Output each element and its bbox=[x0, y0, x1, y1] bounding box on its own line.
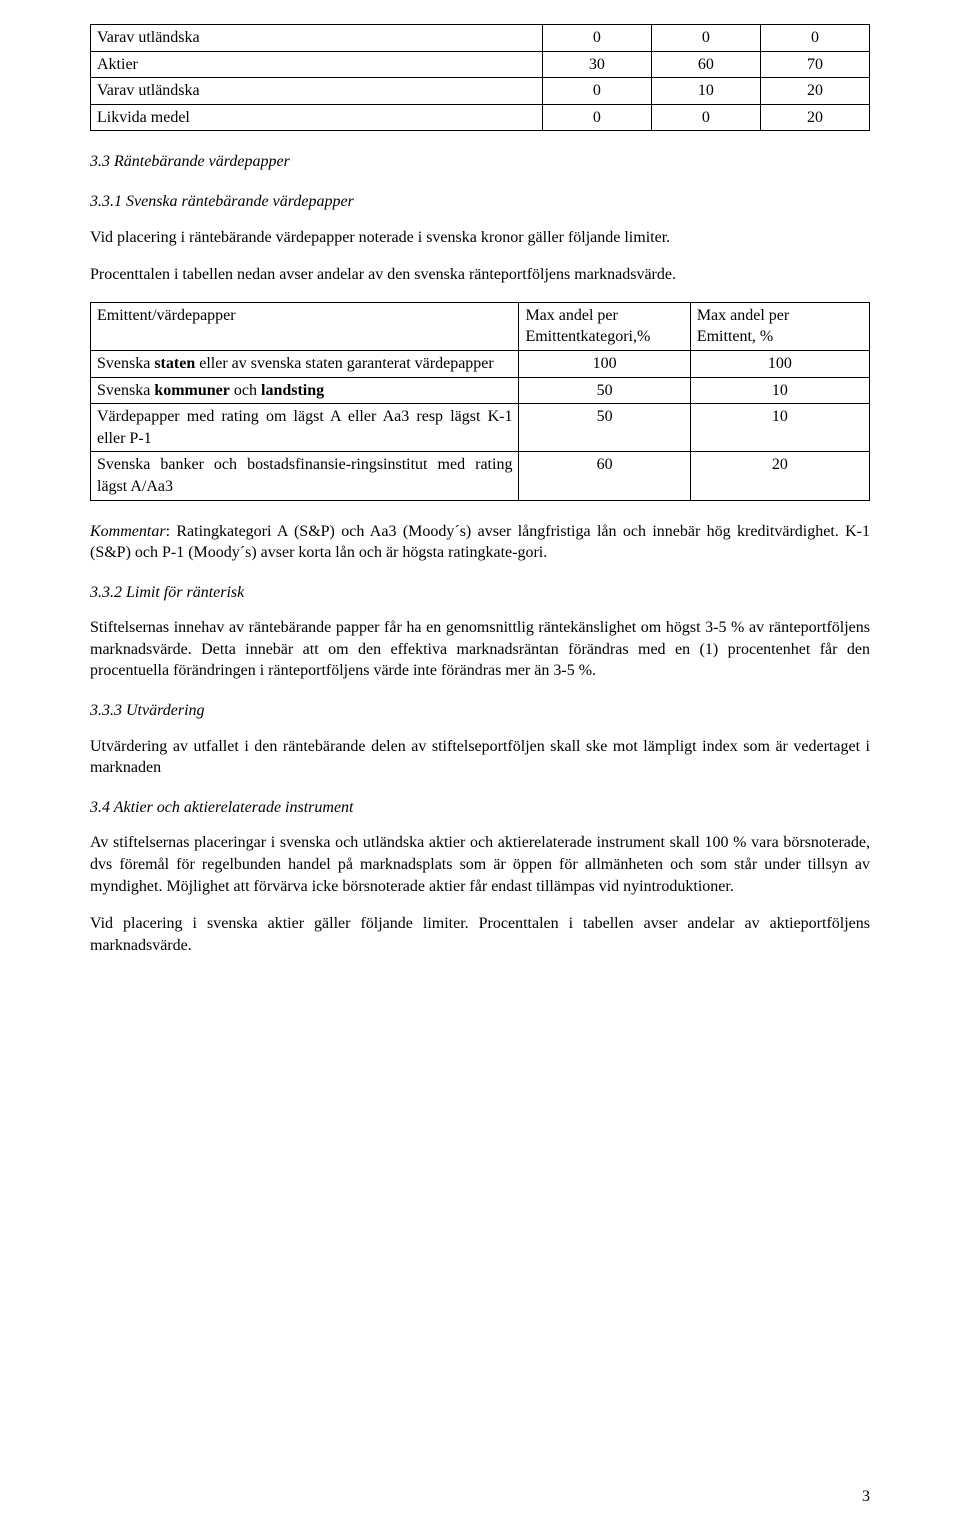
heading-3-3-2: 3.3.2 Limit för ränterisk bbox=[90, 582, 870, 604]
table-row: Svenska banker och bostadsfinansie-rings… bbox=[91, 452, 870, 500]
table-head-row: Emittent/värdepapper Max andel per Emitt… bbox=[91, 302, 870, 350]
paragraph: Av stiftelsernas placeringar i svenska o… bbox=[90, 832, 870, 897]
cell-value: 50 bbox=[519, 377, 690, 404]
table-row: Aktier 30 60 70 bbox=[91, 51, 870, 78]
paragraph: Procenttalen i tabellen nedan avser ande… bbox=[90, 264, 870, 286]
header-line1: Max andel per bbox=[697, 307, 789, 324]
cell-value: 10 bbox=[690, 377, 869, 404]
cell-label: Varav utländska bbox=[91, 25, 543, 52]
table-row: Svenska staten eller av svenska staten g… bbox=[91, 350, 870, 377]
text: eller av svenska staten garanterat värde… bbox=[195, 355, 494, 372]
table-row: Likvida medel 0 0 20 bbox=[91, 104, 870, 131]
cell-value: 60 bbox=[651, 51, 760, 78]
heading-3-4: 3.4 Aktier och aktierelaterade instrumen… bbox=[90, 797, 870, 819]
paragraph-comment: Kommentar: Ratingkategori A (S&P) och Aa… bbox=[90, 521, 870, 564]
cell-label: Svenska staten eller av svenska staten g… bbox=[91, 350, 519, 377]
cell-value: 0 bbox=[542, 25, 651, 52]
paragraph: Utvärdering av utfallet i den räntebäran… bbox=[90, 736, 870, 779]
allocation-table: Varav utländska 0 0 0 Aktier 30 60 70 Va… bbox=[90, 24, 870, 131]
header-line2: Emittent, % bbox=[697, 328, 773, 345]
paragraph: Stiftelsernas innehav av räntebärande pa… bbox=[90, 617, 870, 682]
bold-text: staten bbox=[154, 355, 195, 372]
cell-label: Värdepapper med rating om lägst A eller … bbox=[91, 404, 519, 452]
comment-rest: : Ratingkategori A (S&P) och Aa3 (Moody´… bbox=[90, 523, 870, 562]
cell-label: Svenska banker och bostadsfinansie-rings… bbox=[91, 452, 519, 500]
header-line2: Emittentkategori,% bbox=[525, 328, 650, 345]
table-row: Varav utländska 0 10 20 bbox=[91, 78, 870, 105]
cell-value: 60 bbox=[519, 452, 690, 500]
bold-text: kommuner bbox=[154, 382, 230, 399]
cell-value: 70 bbox=[760, 51, 869, 78]
cell-label: Varav utländska bbox=[91, 78, 543, 105]
cell-value: 0 bbox=[651, 104, 760, 131]
cell-value: 30 bbox=[542, 51, 651, 78]
heading-3-3-1: 3.3.1 Svenska räntebärande värdepapper bbox=[90, 191, 870, 213]
bold-text: landsting bbox=[261, 382, 324, 399]
paragraph: Vid placering i svenska aktier gäller fö… bbox=[90, 913, 870, 956]
cell-value: 0 bbox=[542, 104, 651, 131]
page-number: 3 bbox=[862, 1486, 870, 1508]
text: och bbox=[230, 382, 261, 399]
cell-value: 10 bbox=[690, 404, 869, 452]
header-cell: Max andel per Emittentkategori,% bbox=[519, 302, 690, 350]
cell-value: 100 bbox=[519, 350, 690, 377]
heading-3-3-3: 3.3.3 Utvärdering bbox=[90, 700, 870, 722]
cell-value: 20 bbox=[690, 452, 869, 500]
cell-value: 20 bbox=[760, 78, 869, 105]
paragraph: Vid placering i räntebärande värdepapper… bbox=[90, 227, 870, 249]
table-row: Värdepapper med rating om lägst A eller … bbox=[91, 404, 870, 452]
text: Svenska bbox=[97, 382, 154, 399]
table-row: Svenska kommuner och landsting 50 10 bbox=[91, 377, 870, 404]
cell-value: 0 bbox=[542, 78, 651, 105]
cell-value: 20 bbox=[760, 104, 869, 131]
issuer-limits-table: Emittent/värdepapper Max andel per Emitt… bbox=[90, 302, 870, 501]
header-line1: Max andel per bbox=[525, 307, 617, 324]
cell-label: Aktier bbox=[91, 51, 543, 78]
cell-value: 100 bbox=[690, 350, 869, 377]
table-row: Varav utländska 0 0 0 bbox=[91, 25, 870, 52]
header-cell: Emittent/värdepapper bbox=[91, 302, 519, 350]
heading-3-3: 3.3 Räntebärande värdepapper bbox=[90, 151, 870, 173]
text: Svenska bbox=[97, 355, 154, 372]
cell-value: 50 bbox=[519, 404, 690, 452]
cell-label: Likvida medel bbox=[91, 104, 543, 131]
cell-value: 10 bbox=[651, 78, 760, 105]
header-cell: Max andel per Emittent, % bbox=[690, 302, 869, 350]
cell-label: Svenska kommuner och landsting bbox=[91, 377, 519, 404]
cell-value: 0 bbox=[651, 25, 760, 52]
comment-lead: Kommentar bbox=[90, 523, 166, 540]
cell-value: 0 bbox=[760, 25, 869, 52]
